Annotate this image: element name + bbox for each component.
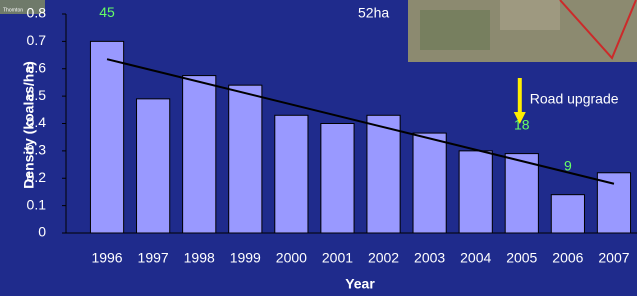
y-tick-label: 0.6 bbox=[27, 59, 47, 75]
inset-photo bbox=[408, 0, 637, 62]
bar bbox=[505, 154, 538, 233]
y-tick-label: 0 bbox=[38, 224, 46, 240]
x-tick-label: 2006 bbox=[552, 250, 583, 266]
count-label: 45 bbox=[99, 4, 115, 20]
bar bbox=[183, 76, 216, 233]
y-tick-label: 0.8 bbox=[27, 5, 47, 21]
x-tick-label: 2002 bbox=[368, 250, 399, 266]
bar bbox=[551, 195, 584, 233]
x-tick-label: 1998 bbox=[184, 250, 215, 266]
x-tick-label: 2001 bbox=[322, 250, 353, 266]
y-tick-label: 0.7 bbox=[27, 32, 47, 48]
bar bbox=[275, 115, 308, 233]
bar bbox=[229, 85, 262, 233]
x-tick-label: 1996 bbox=[91, 250, 122, 266]
inset-label: 52ha bbox=[358, 5, 389, 21]
x-tick-label: 2005 bbox=[506, 250, 537, 266]
y-tick-label: 0.2 bbox=[27, 169, 47, 185]
y-tick-label: 0.3 bbox=[27, 142, 47, 158]
x-tick-label: 2000 bbox=[276, 250, 307, 266]
count-label: 9 bbox=[564, 157, 572, 173]
bar bbox=[90, 41, 123, 233]
y-tick-label: 0.5 bbox=[27, 87, 47, 103]
x-tick-label: 1999 bbox=[230, 250, 261, 266]
chart: Thornton 52ha Density (koalas/ha) Year 0… bbox=[0, 0, 637, 296]
bar bbox=[321, 124, 354, 234]
event-label: Road upgrade bbox=[530, 91, 619, 107]
y-tick-label: 0.1 bbox=[27, 196, 47, 212]
x-tick-label: 1997 bbox=[138, 250, 169, 266]
x-axis-label: Year bbox=[345, 276, 375, 292]
bar bbox=[459, 151, 492, 233]
bar bbox=[367, 115, 400, 233]
bar bbox=[137, 99, 170, 233]
x-tick-label: 2004 bbox=[460, 250, 491, 266]
inset-caption: Thornton bbox=[3, 7, 23, 13]
y-tick-label: 0.4 bbox=[27, 114, 47, 130]
bar bbox=[413, 133, 446, 233]
x-tick-label: 2007 bbox=[598, 250, 629, 266]
x-tick-label: 2003 bbox=[414, 250, 445, 266]
